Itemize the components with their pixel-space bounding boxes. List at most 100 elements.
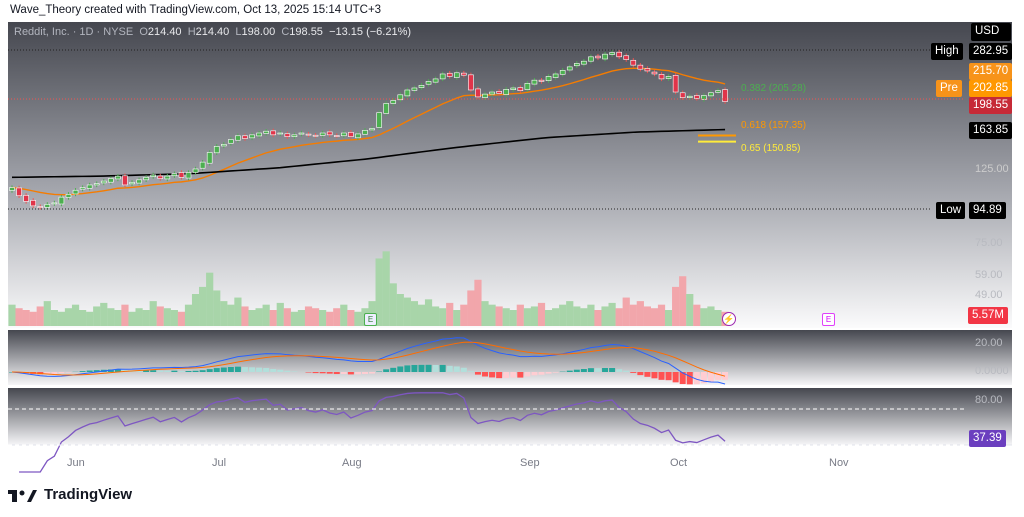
volume-bar [86, 311, 94, 326]
lightning-icon[interactable]: ⚡ [722, 312, 736, 326]
earnings-marker[interactable]: E [364, 313, 377, 326]
macd-histogram-bar [665, 372, 672, 381]
candle-body [79, 187, 86, 190]
volume-bar [177, 311, 186, 326]
macd-histogram-bar [390, 367, 397, 372]
candle-body [651, 71, 658, 75]
volume-bar [333, 308, 341, 326]
volume-bar [311, 308, 320, 326]
candle-body [51, 202, 58, 205]
candle-body [489, 91, 495, 95]
earnings-marker-upcoming[interactable]: E [822, 313, 835, 326]
macd-histogram-bar [503, 372, 510, 378]
candle-body [58, 196, 65, 205]
tradingview-logo[interactable]: TradingView [8, 486, 132, 503]
volume-bar [248, 310, 256, 326]
macd-histogram-bar [489, 372, 496, 378]
volume-bar [410, 301, 419, 326]
macd-histogram-bar [284, 370, 291, 372]
candle-body [143, 177, 149, 181]
volume-bar [502, 308, 510, 326]
candle-body [263, 130, 269, 134]
macd-histogram-bar [630, 372, 637, 373]
candle-body [157, 175, 164, 179]
low-price-label: 94.89 [969, 202, 1006, 219]
candle-body [588, 56, 594, 62]
time-axis-label: Oct [670, 457, 688, 469]
fib-level-label: 0.618 (157.35) [741, 120, 807, 132]
volume-bar [234, 297, 242, 326]
high-label: H [187, 26, 196, 38]
candle-body [573, 63, 580, 67]
axis-label-125: 125.00 [975, 163, 1009, 175]
macd-histogram-bar [79, 371, 86, 372]
macd-histogram-bar [114, 369, 121, 372]
candle-body [228, 139, 234, 144]
currency-button[interactable]: USD [971, 23, 1011, 41]
volume-bar [163, 308, 171, 326]
symbol-name: Reddit, Inc. · 1D · NYSE [14, 26, 134, 38]
candle-body [199, 161, 206, 169]
rsi-value-label: 37.39 [969, 430, 1006, 447]
high-price-label: 282.95 [969, 43, 1013, 60]
time-axis-label: Aug [342, 457, 362, 469]
macd-histogram-bar [531, 372, 538, 376]
macd-histogram-bar [213, 368, 220, 372]
macd-histogram-bar [270, 368, 277, 372]
candle-body [453, 72, 460, 78]
volume-bar [283, 308, 291, 326]
macd-histogram-bar [192, 370, 199, 372]
volume-bar [128, 311, 136, 326]
macd-histogram-bar [185, 371, 192, 372]
macd-line [11, 337, 726, 385]
time-axis-label: Jul [212, 457, 227, 469]
macd-histogram-bar [397, 366, 404, 372]
candle-body [333, 135, 340, 137]
macd-indicator [9, 337, 729, 385]
volume-bar [601, 306, 609, 326]
candle-body [341, 132, 347, 137]
macd-histogram-bar [263, 368, 270, 372]
candle-body [524, 83, 531, 90]
candle-body [30, 200, 36, 207]
close-value: 198.55 [289, 26, 323, 38]
candle-body [425, 81, 432, 85]
volume-bar [403, 297, 411, 326]
macd-histogram-bar [277, 369, 284, 372]
candle-body [418, 85, 425, 88]
volume-bar [594, 310, 602, 326]
chart-credit: Wave_Theory created with TradingView.com… [10, 4, 382, 16]
volume-bar [573, 306, 581, 326]
chart-canvas[interactable] [0, 0, 1024, 480]
volume-bar [304, 306, 313, 326]
volume-bar [396, 294, 404, 326]
macd-histogram-bar [157, 370, 164, 372]
volume-bar [220, 301, 228, 326]
volume-bar [622, 297, 630, 326]
volume-bar [700, 308, 708, 326]
candle-body [390, 100, 397, 104]
macd-histogram-bar [432, 364, 439, 372]
symbol-legend: Reddit, Inc. · 1D · NYSE O214.40 H214.40… [14, 26, 411, 38]
change-value: −13.15 (−6.21%) [329, 26, 412, 38]
volume-bar [241, 306, 249, 326]
candle-body [722, 89, 728, 102]
candle-body [637, 64, 644, 70]
volume-bar [340, 304, 348, 326]
volume-bar [424, 299, 433, 326]
candle-body [355, 133, 361, 139]
volume-bar [417, 304, 426, 326]
volume-bar [523, 308, 531, 326]
macd-histogram-bar [404, 365, 411, 372]
volume-bar [290, 311, 298, 326]
volume-bar [100, 302, 108, 326]
candle-body [630, 59, 637, 66]
macd-histogram-bar [93, 370, 100, 372]
ma200-line [11, 128, 726, 179]
candle-body [468, 74, 474, 91]
macd-histogram-bar [206, 369, 213, 372]
open-label: O [139, 26, 148, 38]
candle-body [411, 87, 418, 91]
volume-bar [516, 304, 524, 326]
high-tag: High [931, 43, 963, 60]
